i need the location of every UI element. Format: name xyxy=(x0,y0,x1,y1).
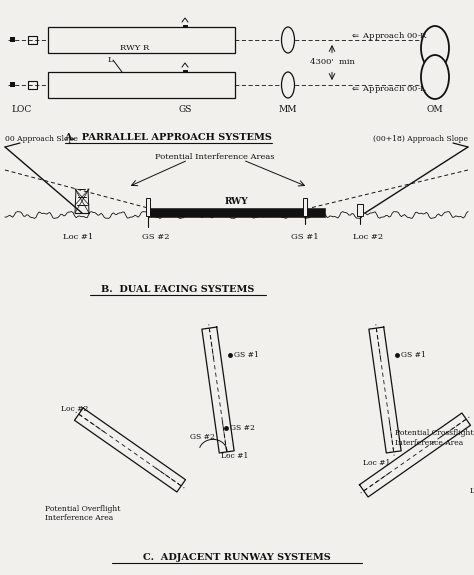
Text: $\Leftarrow$ Approach 00-L: $\Leftarrow$ Approach 00-L xyxy=(350,83,428,95)
Bar xyxy=(183,25,187,29)
Text: $\Leftarrow$ Approach 00-R: $\Leftarrow$ Approach 00-R xyxy=(350,30,428,42)
Text: Potential Overflight
Interference Area: Potential Overflight Interference Area xyxy=(45,505,120,522)
Bar xyxy=(148,208,325,217)
Text: LOC: LOC xyxy=(12,105,32,113)
Text: Loc #1: Loc #1 xyxy=(363,459,391,467)
Bar xyxy=(28,81,37,89)
Text: RWY R: RWY R xyxy=(120,44,149,52)
Bar xyxy=(303,198,307,216)
Text: OM: OM xyxy=(427,105,443,113)
Bar xyxy=(146,198,150,216)
Ellipse shape xyxy=(421,55,449,99)
Text: GS #2: GS #2 xyxy=(190,433,215,441)
Bar xyxy=(48,27,235,53)
Text: GS #1: GS #1 xyxy=(401,351,426,359)
Text: Potential Crossflight
Interference Area: Potential Crossflight Interference Area xyxy=(395,430,474,447)
Text: Loc #2: Loc #2 xyxy=(353,233,383,241)
Bar xyxy=(183,70,187,74)
Bar xyxy=(10,82,15,87)
Text: 00 Approach Slope: 00 Approach Slope xyxy=(5,135,78,143)
Text: (00+18) Approach Slope: (00+18) Approach Slope xyxy=(373,135,468,143)
Text: L: L xyxy=(108,56,114,64)
Text: C.  ADJACENT RUNWAY SYSTEMS: C. ADJACENT RUNWAY SYSTEMS xyxy=(143,554,331,562)
Text: GS #2: GS #2 xyxy=(230,424,255,432)
Text: GS: GS xyxy=(178,105,191,113)
Text: 4300'  min: 4300' min xyxy=(310,59,355,67)
Text: Potential Interference Areas: Potential Interference Areas xyxy=(155,153,275,161)
Text: Loc #1: Loc #1 xyxy=(221,453,248,461)
Text: GS #2: GS #2 xyxy=(142,233,170,241)
Ellipse shape xyxy=(282,72,294,98)
Bar xyxy=(357,204,363,216)
Bar xyxy=(48,72,235,98)
Text: RWY: RWY xyxy=(225,197,248,205)
Text: GS #1: GS #1 xyxy=(291,233,319,241)
Text: GS #1: GS #1 xyxy=(234,351,259,359)
Text: Loc #1: Loc #1 xyxy=(63,233,93,241)
Text: MM: MM xyxy=(279,105,297,113)
Ellipse shape xyxy=(421,26,449,70)
Text: Loc #2: Loc #2 xyxy=(61,405,89,413)
Text: Loc #2: Loc #2 xyxy=(470,486,474,494)
Ellipse shape xyxy=(282,27,294,53)
Bar xyxy=(28,36,37,44)
Text: A.  PARRALLEL APPROACH SYSTEMS: A. PARRALLEL APPROACH SYSTEMS xyxy=(64,133,272,143)
Text: B.  DUAL FACING SYSTEMS: B. DUAL FACING SYSTEMS xyxy=(101,286,255,294)
Bar xyxy=(10,37,15,42)
